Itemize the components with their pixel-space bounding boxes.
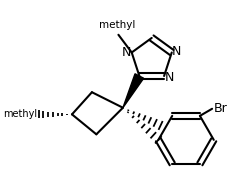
- Text: methyl: methyl: [4, 109, 38, 119]
- Polygon shape: [123, 74, 144, 108]
- Text: N: N: [164, 71, 174, 84]
- Text: N: N: [122, 46, 131, 59]
- Text: Br: Br: [214, 102, 228, 115]
- Text: methyl: methyl: [99, 20, 136, 30]
- Text: N: N: [172, 45, 181, 58]
